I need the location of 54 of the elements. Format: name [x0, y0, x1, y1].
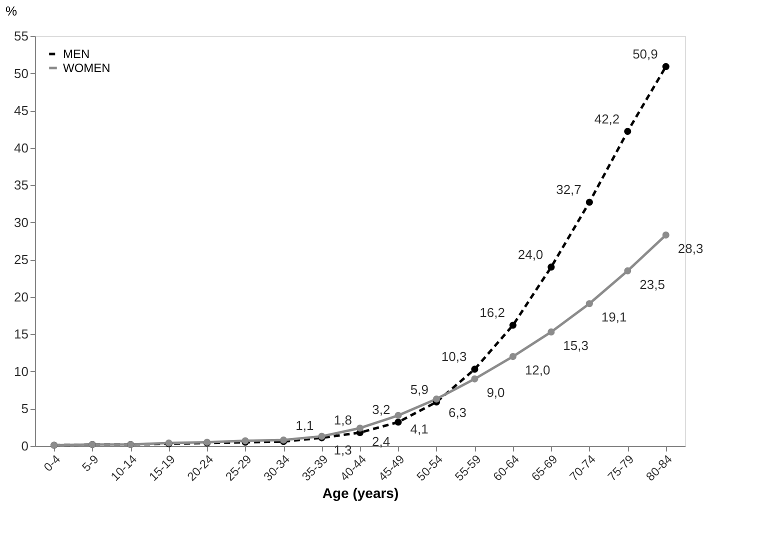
x-tick-label: 5-9	[79, 452, 102, 474]
point	[624, 267, 632, 274]
point	[509, 353, 516, 360]
data-label: 32,7	[556, 182, 582, 198]
y-tick-label: 10	[14, 364, 28, 379]
y-tick-label: 50	[14, 66, 28, 81]
legend-label: WOMEN	[63, 61, 110, 75]
data-label: 2,4	[372, 434, 390, 450]
y-tick-label: 0	[21, 438, 28, 454]
data-label: 1,8	[334, 412, 352, 428]
y-tick-label: 15	[14, 326, 28, 342]
data-label: 10,3	[441, 349, 467, 364]
y-tick-label: 40	[14, 140, 28, 156]
point	[548, 264, 555, 271]
y-tick-label: 35	[14, 178, 28, 193]
y-tick-label: 5	[21, 401, 28, 416]
data-label: 28,3	[678, 241, 704, 256]
data-label: 15,3	[563, 338, 588, 353]
x-axis-title: Age (years)	[322, 484, 399, 501]
data-label: 9,0	[486, 384, 505, 400]
point	[662, 232, 670, 239]
data-label: 3,2	[372, 402, 390, 418]
point	[548, 328, 555, 336]
data-label: 23,5	[640, 276, 665, 292]
data-label: 50,9	[632, 46, 658, 62]
data-label: 5,9	[410, 382, 428, 398]
point	[662, 63, 670, 70]
point	[586, 300, 593, 308]
data-label: 1,1	[296, 418, 314, 433]
point	[394, 418, 402, 426]
point	[432, 396, 440, 403]
data-label: 42,2	[594, 111, 620, 126]
x-tick-label: 0-4	[40, 452, 64, 474]
y-tick-label: 45	[14, 103, 28, 118]
point	[356, 424, 364, 432]
point	[509, 322, 516, 329]
point	[624, 128, 632, 135]
y-tick-label: 25	[14, 252, 28, 268]
point	[586, 198, 593, 206]
data-label: 12,0	[524, 362, 550, 378]
point	[471, 366, 478, 373]
y-tick-label: 55	[14, 28, 28, 44]
y-tick-label: 20	[14, 289, 28, 304]
data-label: 1,3	[334, 442, 352, 458]
data-label: 6,3	[448, 405, 467, 420]
point	[394, 412, 402, 419]
data-label: 16,2	[480, 305, 505, 320]
legend-label: MEN	[63, 47, 90, 61]
data-label: 4,1	[410, 421, 428, 436]
y-tick-label: 30	[14, 214, 28, 230]
data-label: 19,1	[601, 310, 627, 325]
y-axis-title: %	[6, 4, 18, 18]
data-label: 24,0	[518, 247, 544, 262]
point	[471, 375, 478, 382]
